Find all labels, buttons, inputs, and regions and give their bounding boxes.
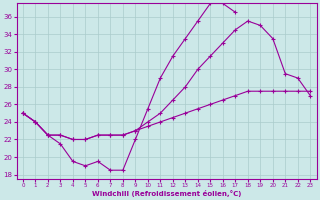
X-axis label: Windchill (Refroidissement éolien,°C): Windchill (Refroidissement éolien,°C) bbox=[92, 190, 241, 197]
